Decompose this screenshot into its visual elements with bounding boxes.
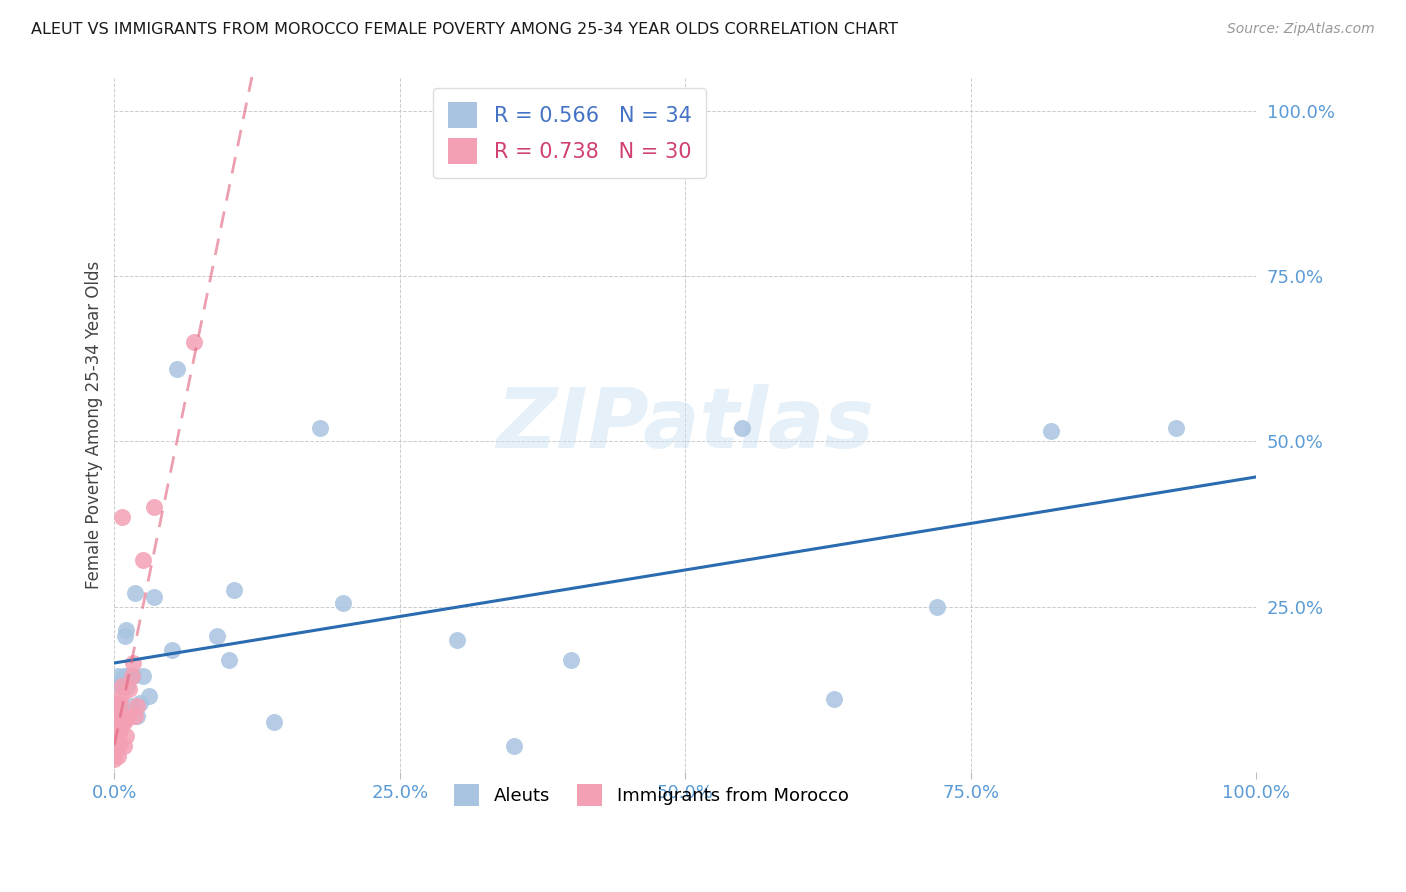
Point [108,706,131,720]
Point [925,599,948,614]
Point [1166,421,1188,435]
Point [114,623,136,637]
Point [138,689,160,703]
Point [121,669,143,683]
Point [503,739,526,753]
Point [108,696,131,710]
Point [112,669,135,683]
Point [115,679,138,693]
Point [111,679,134,693]
Point [112,715,135,730]
Point [111,510,134,524]
Point [117,709,139,723]
Point [108,722,131,736]
Point [103,739,125,753]
Point [103,696,125,710]
Point [127,709,149,723]
Point [309,421,332,435]
Point [218,652,240,666]
Point [132,669,155,683]
Point [183,334,205,349]
Legend: Aleuts, Immigrants from Morocco: Aleuts, Immigrants from Morocco [444,775,858,815]
Point [103,709,125,723]
Point [127,698,149,713]
Point [124,709,146,723]
Point [103,729,125,743]
Point [160,642,183,657]
Point [108,709,131,723]
Point [107,748,129,763]
Point [103,745,125,759]
Point [103,722,125,736]
Point [823,692,845,706]
Point [121,656,143,670]
Point [560,652,582,666]
Point [117,669,139,683]
Point [1039,425,1062,439]
Point [124,586,146,600]
Point [107,669,129,683]
Point [103,719,125,733]
Point [263,715,285,730]
Point [110,689,132,703]
Point [114,712,136,726]
Point [731,421,754,435]
Point [143,590,166,604]
Point [132,553,155,567]
Point [446,632,468,647]
Point [110,679,132,693]
Text: ZIPatlas: ZIPatlas [496,384,875,466]
Point [121,698,143,713]
Point [166,361,188,376]
Y-axis label: Female Poverty Among 25-34 Year Olds: Female Poverty Among 25-34 Year Olds [86,260,103,589]
Point [108,698,131,713]
Point [224,583,246,598]
Point [114,630,136,644]
Point [108,725,131,739]
Point [332,596,354,610]
Point [114,729,136,743]
Text: Source: ZipAtlas.com: Source: ZipAtlas.com [1227,22,1375,37]
Point [121,669,143,683]
Text: ALEUT VS IMMIGRANTS FROM MOROCCO FEMALE POVERTY AMONG 25-34 YEAR OLDS CORRELATIO: ALEUT VS IMMIGRANTS FROM MOROCCO FEMALE … [31,22,898,37]
Point [205,630,228,644]
Point [103,752,125,766]
Point [108,739,131,753]
Point [143,500,166,515]
Point [112,739,135,753]
Point [111,675,134,690]
Point [105,675,128,690]
Point [118,682,141,697]
Point [128,696,150,710]
